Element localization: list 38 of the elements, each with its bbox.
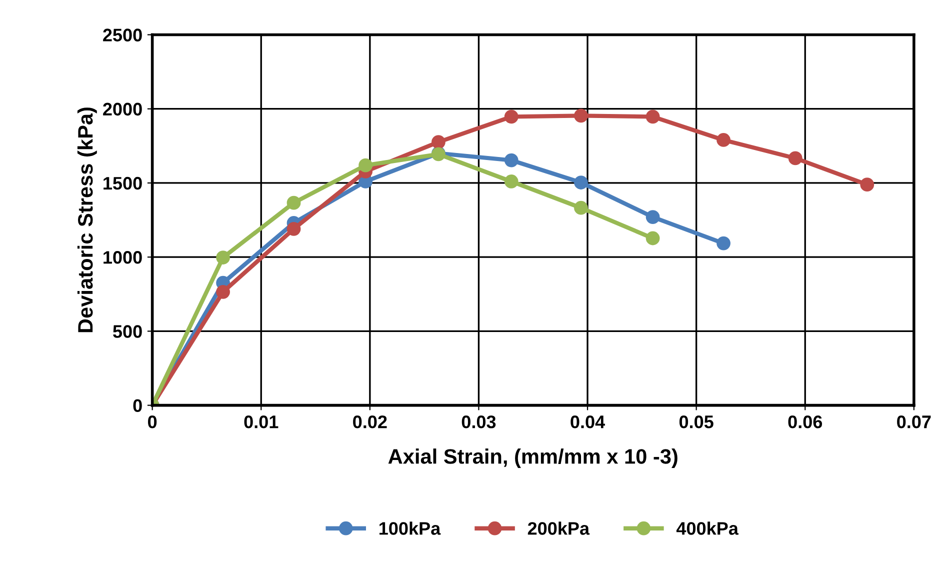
point: [716, 236, 730, 250]
point: [646, 231, 660, 246]
x-tick-label: 0.02: [353, 416, 387, 428]
x-tick-label: 0.05: [679, 416, 714, 428]
y-tick-label: 2000: [103, 102, 142, 116]
y-axis-title: Deviatoric Stress (kPa): [77, 108, 97, 332]
x-axis-title: Axial Strain, (mm/mm x 10 -3): [388, 448, 678, 468]
point: [788, 151, 802, 166]
point: [504, 110, 518, 124]
point: [574, 176, 588, 190]
y-tick-label: 0: [133, 399, 142, 412]
y-tick-label: 1500: [104, 176, 142, 190]
point: [574, 200, 588, 215]
x-tick-label: 0: [148, 416, 157, 428]
legend-label: 100kPa: [380, 522, 441, 535]
point: [358, 158, 373, 172]
y-tick-label: 500: [113, 325, 142, 338]
point: [860, 178, 874, 192]
y-tick-label: 1000: [104, 251, 142, 264]
point: [286, 222, 301, 236]
point: [432, 135, 446, 149]
point: [646, 210, 660, 224]
point: [574, 108, 588, 123]
x-tick-label: 0.03: [462, 416, 496, 428]
legend-label: 200kPa: [528, 522, 590, 535]
x-tick-label: 0.06: [788, 416, 822, 428]
x-tick-label: 0.04: [570, 416, 605, 428]
point: [216, 284, 230, 299]
point: [504, 153, 518, 168]
point: [216, 250, 230, 264]
x-tick-label: 0.01: [244, 416, 278, 428]
legend-label: 400kPa: [676, 522, 739, 535]
point: [716, 133, 730, 147]
y-tick-label: 2500: [103, 28, 142, 42]
x-tick-label: 0.07: [897, 416, 931, 428]
point: [504, 174, 518, 188]
point: [286, 196, 301, 210]
point: [646, 110, 660, 124]
